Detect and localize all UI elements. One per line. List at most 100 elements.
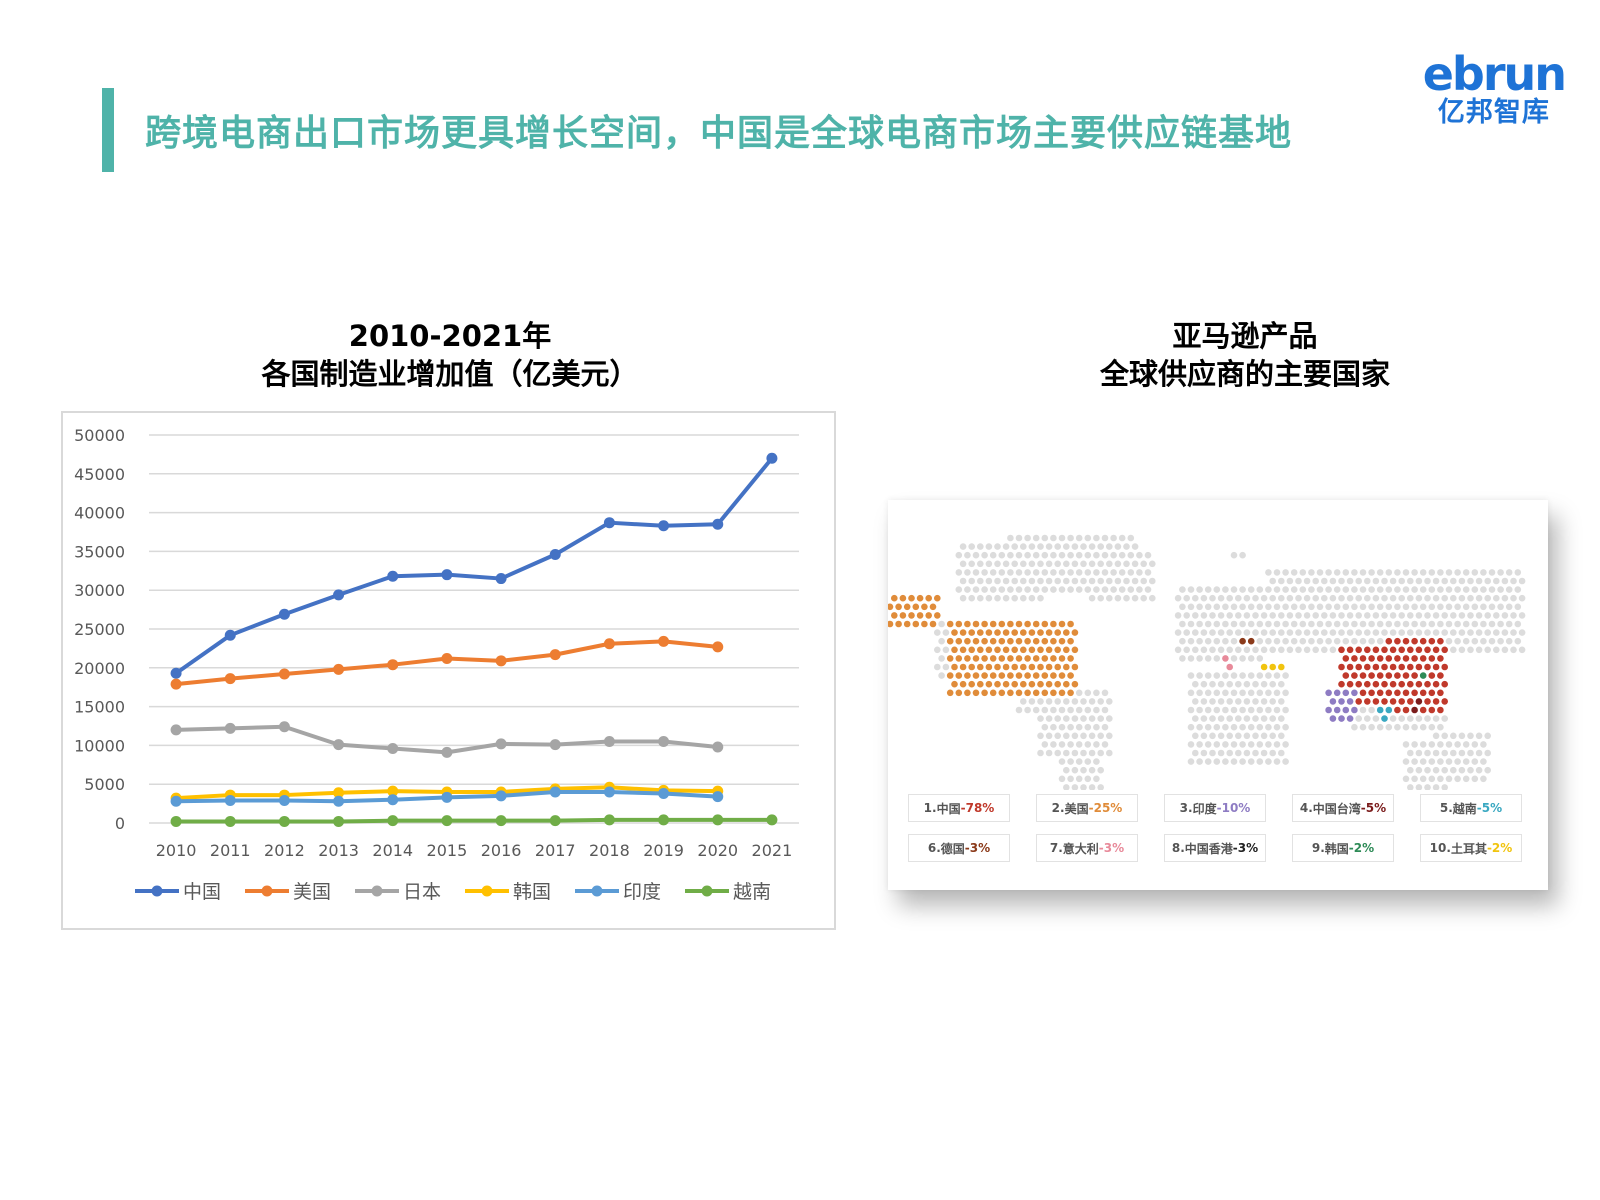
map-dot — [1450, 612, 1457, 619]
map-dot — [1441, 698, 1448, 705]
map-dot — [1441, 732, 1448, 740]
map-dot — [1226, 646, 1233, 654]
map-dot — [1346, 715, 1354, 722]
map-dot — [1084, 723, 1092, 731]
map-dot — [968, 663, 975, 671]
map-dot — [1389, 594, 1397, 602]
map-dot — [1002, 577, 1010, 585]
map-dot — [998, 689, 1006, 697]
map-dot — [1226, 594, 1233, 602]
map-dot — [968, 629, 975, 636]
y-tick-label: 10000 — [74, 736, 125, 755]
series-line-5 — [174, 817, 774, 824]
map-dot — [1312, 646, 1319, 654]
map-dot — [1441, 577, 1448, 585]
map-dot — [1260, 612, 1268, 619]
map-dot — [1187, 706, 1195, 714]
map-dot — [912, 603, 920, 611]
map-dot — [1032, 689, 1040, 697]
map-dot — [1144, 551, 1152, 559]
map-dot — [1428, 775, 1436, 783]
map-dot — [1084, 706, 1092, 714]
map-dot — [1213, 620, 1221, 628]
legend-percent: -25% — [1088, 801, 1123, 815]
legend-item: 3. 印度 -10% — [1164, 794, 1266, 822]
map-dot — [1411, 758, 1418, 765]
map-dot — [1007, 655, 1014, 662]
y-tick-label: 35000 — [74, 542, 125, 561]
map-title-line1: 亚马逊产品 — [1172, 319, 1318, 353]
map-dot — [1480, 637, 1487, 645]
data-point — [495, 790, 507, 802]
map-dot — [1067, 689, 1074, 697]
y-tick-label: 20000 — [74, 659, 125, 678]
map-dot — [1475, 732, 1483, 740]
map-dot — [1067, 672, 1074, 679]
map-dot — [1204, 586, 1212, 593]
map-dot — [1273, 758, 1281, 765]
map-dot — [1346, 577, 1354, 585]
map-dot — [1475, 646, 1483, 654]
map-dot — [1020, 646, 1027, 654]
map-dot — [1097, 749, 1104, 757]
map-dot — [1071, 543, 1079, 550]
map-dot — [1424, 594, 1431, 602]
map-dot — [1368, 672, 1375, 679]
map-dot — [1376, 723, 1384, 731]
map-dot — [938, 672, 945, 679]
map-dot — [1209, 715, 1216, 722]
map-dot — [1213, 689, 1221, 697]
map-dot — [1024, 706, 1031, 714]
map-dot — [1432, 698, 1440, 705]
map-dot — [938, 637, 945, 645]
map-dot — [1067, 637, 1074, 645]
map-dot — [964, 586, 971, 593]
map-dot — [1368, 655, 1375, 662]
map-dot — [1230, 586, 1238, 593]
map-dot — [1239, 689, 1246, 697]
map-dot — [1028, 629, 1036, 636]
map-dot — [1144, 569, 1152, 576]
map-dot — [1058, 775, 1066, 783]
data-point — [766, 452, 778, 464]
map-dot — [1299, 620, 1307, 628]
data-point — [278, 721, 290, 733]
map-dot — [1071, 629, 1079, 636]
data-point — [658, 788, 670, 800]
map-dot — [1329, 698, 1337, 705]
y-tick-label: 45000 — [74, 465, 125, 484]
map-dot — [1471, 620, 1479, 628]
map-dot — [1458, 612, 1466, 619]
map-dot — [1106, 732, 1113, 740]
map-dot — [1475, 749, 1483, 757]
map-dot — [1497, 586, 1504, 593]
map-dot — [1015, 655, 1023, 662]
map-dot — [1501, 629, 1509, 636]
map-dot — [1351, 723, 1358, 731]
map-dot — [1041, 706, 1049, 714]
map-dot — [1101, 706, 1109, 714]
map-dot — [1428, 672, 1436, 679]
map-dot — [934, 646, 941, 654]
map-dot — [1260, 715, 1268, 722]
map-dot — [1338, 663, 1345, 671]
map-dot — [1080, 543, 1087, 550]
map-dot — [1247, 689, 1255, 697]
map-dot — [968, 560, 975, 568]
map-dot — [1269, 749, 1276, 757]
map-dot — [1359, 586, 1367, 593]
map-dot — [968, 594, 975, 602]
data-point — [333, 787, 345, 799]
map-dot — [1424, 715, 1431, 722]
map-dot — [985, 594, 993, 602]
map-dot — [1480, 741, 1487, 748]
map-dot — [1342, 586, 1350, 593]
map-dot — [1209, 612, 1216, 619]
map-dot — [1290, 586, 1298, 593]
map-dot — [1321, 629, 1328, 636]
map-dot — [964, 551, 971, 559]
data-point — [170, 724, 182, 736]
map-dot — [1088, 594, 1096, 602]
legend-label: 美国 — [293, 881, 331, 903]
map-dot — [1050, 672, 1057, 679]
